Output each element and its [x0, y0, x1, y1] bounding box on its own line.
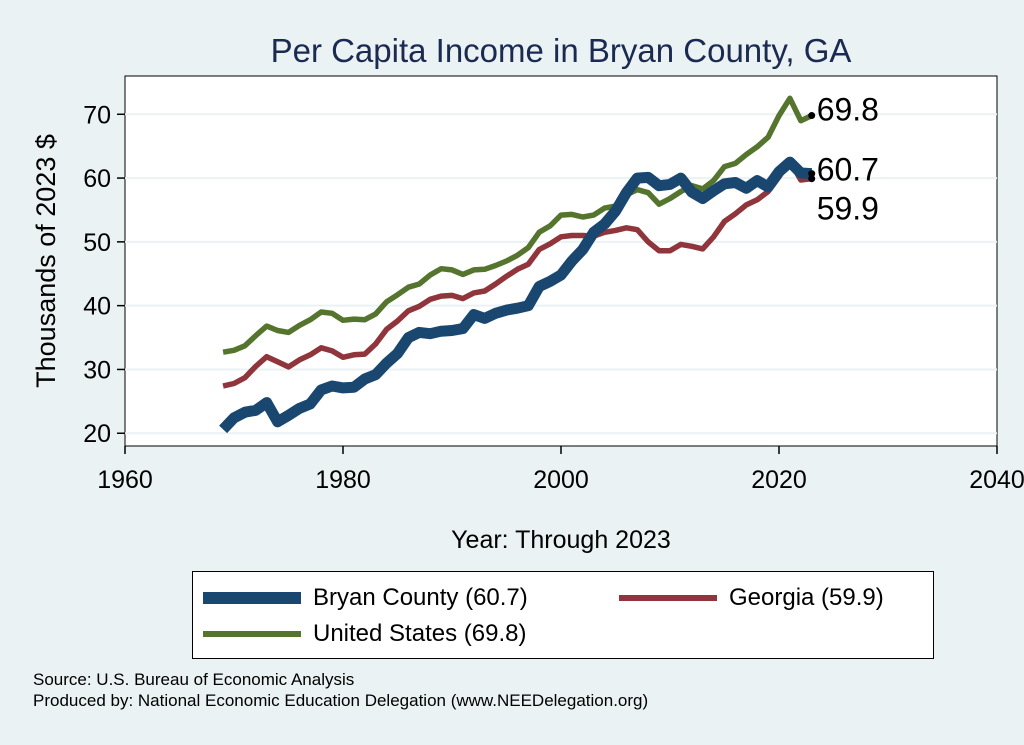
end-marker-georgia — [808, 175, 816, 183]
y-tick-label: 60 — [83, 165, 111, 193]
legend: Bryan County (60.7) Georgia (59.9) Unite… — [192, 571, 934, 659]
x-tick-label: 2020 — [751, 466, 807, 494]
series-line-georgia — [222, 158, 813, 389]
legend-item-georgia: Georgia (59.9) — [619, 584, 884, 612]
legend-label-bryan-county: Bryan County (60.7) — [313, 584, 528, 611]
x-tick-label: 1980 — [315, 466, 371, 494]
end-marker-bryan-county — [808, 170, 816, 178]
legend-item-united-states: United States (69.8) — [203, 620, 526, 648]
plot-area — [124, 75, 998, 447]
legend-swatch-bryan-county — [203, 592, 301, 604]
y-tick-label: 20 — [83, 420, 111, 448]
legend-swatch-georgia — [619, 595, 717, 601]
legend-label-united-states: United States (69.8) — [313, 620, 527, 647]
source-note: Source: U.S. Bureau of Economic Analysis — [33, 670, 355, 689]
y-tick-label: 40 — [83, 293, 111, 321]
legend-label-georgia: Georgia (59.9) — [729, 584, 884, 611]
end-label-bryan-county: 60.7 — [817, 152, 879, 188]
y-axis-label: Thousands of 2023 $ — [31, 134, 61, 388]
produced-by-note: Produced by: National Economic Education… — [33, 691, 649, 710]
end-label-united-states: 69.8 — [817, 92, 879, 128]
y-tick-label: 50 — [83, 229, 111, 257]
chart-title: Per Capita Income in Bryan County, GA — [271, 32, 852, 69]
x-tick-label: 2040 — [969, 466, 1024, 494]
series-line-united-states — [222, 95, 813, 355]
end-marker-united-states — [808, 112, 816, 120]
x-axis-label: Year: Through 2023 — [451, 526, 671, 554]
end-label-georgia: 59.9 — [817, 191, 879, 227]
x-tick-label: 1960 — [97, 466, 153, 494]
series-line-bryan-county — [219, 156, 813, 434]
y-tick-label: 70 — [83, 101, 111, 129]
legend-item-bryan-county: Bryan County (60.7) — [203, 584, 528, 612]
x-tick-label: 2000 — [533, 466, 589, 494]
legend-swatch-united-states — [203, 631, 301, 637]
y-tick-label: 30 — [83, 356, 111, 384]
